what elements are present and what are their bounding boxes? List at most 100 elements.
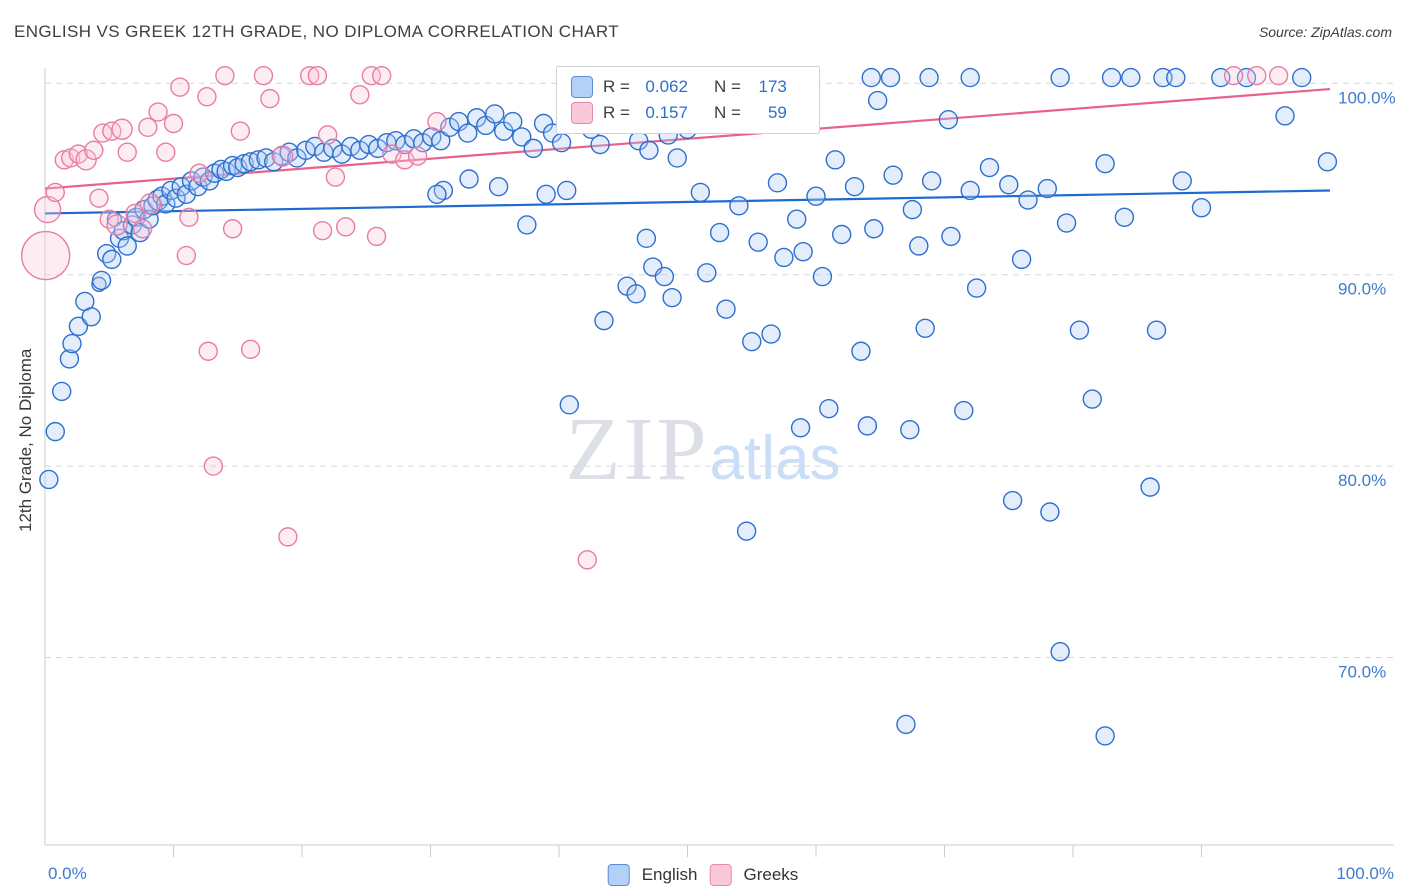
english-point: [793, 242, 813, 262]
english-point: [1146, 320, 1167, 340]
r-value: 0.157: [645, 103, 688, 122]
english-point: [1018, 190, 1038, 210]
english-point: [485, 104, 505, 124]
page-title: ENGLISH VS GREEK 12TH GRADE, NO DIPLOMA …: [14, 22, 620, 41]
english-point: [102, 249, 122, 270]
english-point: [536, 184, 556, 205]
greeks-point: [148, 102, 168, 122]
greeks-point: [272, 145, 294, 167]
english-legend-swatch: [607, 864, 630, 886]
english-point: [1050, 642, 1070, 662]
english-point: [790, 418, 811, 438]
n-value: 173: [758, 77, 787, 96]
greeks-point: [89, 188, 109, 208]
english-point: [1140, 477, 1160, 497]
english-point: [880, 67, 901, 88]
english-point: [488, 176, 509, 197]
english-swatch: [571, 76, 593, 98]
english-point: [662, 287, 682, 308]
greeks-point: [350, 85, 370, 105]
greeks-point: [215, 65, 235, 86]
english-point: [459, 169, 479, 189]
english-point: [748, 232, 768, 252]
english-point: [767, 173, 788, 193]
english-point: [1275, 106, 1295, 126]
english-point: [1166, 67, 1186, 88]
english-point: [1040, 502, 1060, 522]
english-point: [427, 184, 447, 205]
greeks-point: [1268, 65, 1289, 86]
english-point: [806, 186, 826, 206]
y-axis-title: 12th Grade, No Diploma: [16, 348, 35, 532]
greeks-point: [156, 142, 176, 162]
english-point: [248, 150, 269, 170]
watermark-atlas: atlas: [709, 424, 841, 493]
greeks-point: [307, 65, 328, 86]
y-tick-label: 70.0%: [1338, 662, 1386, 681]
english-point: [512, 127, 532, 147]
greeks-legend-swatch: [709, 864, 732, 886]
greeks-point: [138, 117, 158, 138]
english-point: [938, 109, 959, 130]
greeks-point: [407, 146, 428, 166]
greeks-point: [253, 65, 274, 86]
english-point: [941, 226, 961, 247]
greeks-point: [427, 111, 447, 132]
zipatlas-watermark: ZIPatlas: [566, 398, 841, 501]
english-point: [844, 176, 865, 197]
english-point: [117, 236, 137, 256]
english-point: [559, 395, 579, 415]
english-point: [966, 278, 987, 298]
english-point: [883, 165, 903, 185]
greeks-point: [203, 456, 224, 476]
correlation-stats-box: R = 0.062 N = 173 R = 0.157 N = 59: [556, 66, 820, 134]
english-point: [91, 270, 112, 291]
english-point: [960, 67, 980, 88]
english-point: [1095, 726, 1115, 746]
english-stats-row: R = 0.062 N = 173: [571, 74, 805, 100]
english-point: [736, 521, 757, 541]
english-point: [594, 310, 614, 331]
greeks-point: [179, 207, 199, 227]
greeks-point: [371, 65, 392, 86]
greeks-point: [176, 245, 197, 266]
y-tick-label: 80.0%: [1338, 471, 1386, 490]
greeks-point: [312, 220, 333, 241]
english-point: [1191, 198, 1212, 218]
english-point: [864, 219, 884, 239]
n-value: 59: [767, 103, 787, 122]
english-point: [787, 209, 807, 229]
english-point: [690, 182, 711, 203]
greeks-point: [325, 167, 346, 187]
english-point: [896, 714, 916, 735]
greeks-point: [45, 182, 65, 203]
english-point: [709, 222, 730, 243]
greeks-point: [1223, 65, 1244, 86]
r-label: R =: [603, 77, 630, 96]
english-point: [1101, 67, 1122, 88]
source-attribution: Source: ZipAtlas.com: [1258, 24, 1392, 40]
greeks-point: [75, 149, 97, 171]
english-point: [240, 152, 261, 172]
english-point: [999, 175, 1019, 195]
greeks-point: [170, 77, 190, 97]
greeks-point: [132, 219, 153, 239]
english-point: [1121, 67, 1141, 88]
english-point: [557, 180, 577, 201]
english-point: [45, 421, 65, 442]
english-point: [909, 236, 929, 256]
greeks-point: [577, 550, 597, 570]
greeks-stats-row: R = 0.157 N = 59: [571, 100, 805, 126]
greeks-point: [139, 193, 162, 215]
y-tick-label: 100.0%: [1338, 88, 1396, 107]
greeks-point: [361, 65, 382, 86]
greeks-point: [189, 163, 209, 183]
english-point: [697, 263, 717, 283]
english-point: [590, 134, 610, 155]
greeks-point: [260, 88, 280, 109]
english-point: [960, 180, 980, 201]
greeks-point: [230, 121, 251, 141]
greeks-point: [318, 125, 338, 145]
greeks-point: [366, 226, 387, 247]
english-point: [654, 266, 675, 287]
